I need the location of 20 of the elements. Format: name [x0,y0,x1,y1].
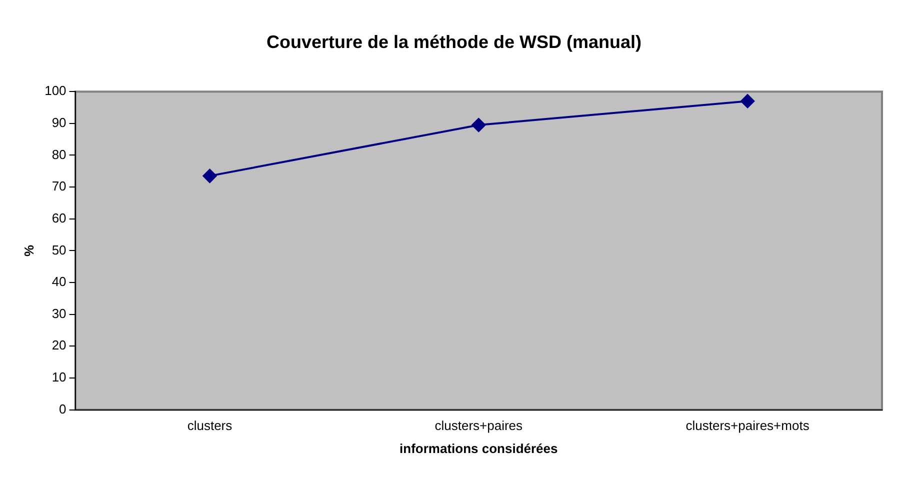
y-tick-label: 40 [52,274,66,290]
y-tick-label: 70 [52,178,66,194]
y-tick-label: 0 [59,401,66,416]
x-axis-title: informations considérées [400,440,558,456]
y-tick-label: 90 [52,115,66,130]
point [472,118,486,132]
point [202,168,217,183]
y-axis-title: % [21,244,36,256]
chart-title: Couverture de la méthode de WSD (manual) [266,32,642,52]
point [740,94,755,108]
y-tick-label: 100 [44,83,66,98]
x-tick-label: clusters+paires+mots [686,418,810,434]
x-tick-label: clusters+paires [434,418,524,434]
x-tick-label: clusters [187,418,233,434]
y-tick-label: 20 [52,338,66,353]
y-tick-label: 50 [52,242,66,258]
y-tick-label: 10 [52,370,66,385]
y-tick-label: 80 [52,146,66,162]
y-tick-label: 30 [52,306,66,321]
y-tick-label: 60 [52,210,66,226]
